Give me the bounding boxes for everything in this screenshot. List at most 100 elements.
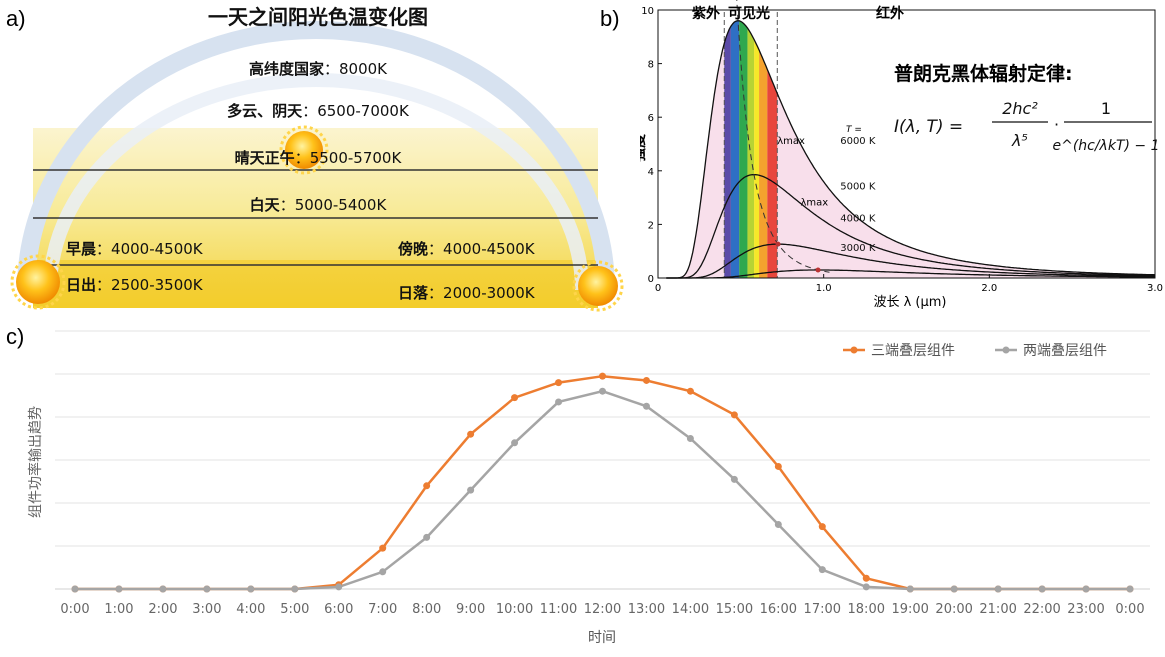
data-point (291, 585, 299, 593)
data-point (467, 486, 475, 494)
data-point (818, 523, 826, 531)
formula-denominator-2: e^(hc/λkT) − 1 (1052, 138, 1159, 154)
x-tick-label: 22:00 (1023, 602, 1060, 617)
data-point (511, 439, 519, 447)
data-point (71, 585, 79, 593)
x-tick-label: 6:00 (324, 602, 353, 617)
y-tick-label: 4 (648, 167, 654, 178)
data-point (247, 585, 255, 593)
x-tick-label: 11:00 (540, 602, 577, 617)
curve-label-3000k: 3000 K (840, 243, 876, 254)
data-point (862, 583, 870, 591)
x-tick-label: 3.0 (1147, 283, 1163, 294)
spectrum-band (759, 20, 768, 278)
y-tick-label: 6 (648, 113, 654, 124)
y-tick-label: 2 (648, 220, 654, 231)
sun-icon (279, 125, 329, 175)
x-tick-label: 8:00 (412, 602, 441, 617)
curve-label-4000k: 4000 K (840, 214, 876, 225)
data-point (642, 402, 650, 410)
uv-region-label: 紫外 (692, 5, 720, 22)
legend-label: 三端叠层组件 (871, 343, 955, 359)
x-tick-label: 5:00 (280, 602, 309, 617)
inner-arc (43, 73, 589, 291)
x-tick-label: 2:00 (148, 602, 177, 617)
legend-label: 两端叠层组件 (1023, 343, 1107, 359)
formula-numerator-2: 1 (1101, 99, 1111, 118)
formula-denominator: λ⁵ (1011, 131, 1028, 150)
sun-icon (572, 260, 624, 312)
data-point (950, 585, 958, 593)
data-point (1126, 585, 1134, 593)
x-tick-label: 7:00 (368, 602, 397, 617)
formula-lhs: I(λ, T) = (894, 117, 963, 137)
formula-numerator: 2hc² (1002, 99, 1038, 118)
curve-fill-6000k (666, 20, 1155, 278)
data-point (423, 482, 431, 490)
x-tick-label: 17:00 (804, 602, 841, 617)
x-tick-label: 15:00 (716, 602, 753, 617)
x-tick-label: 1:00 (104, 602, 133, 617)
series-line-1 (75, 389, 1130, 591)
row-high-latitude: 高纬度国家：8000K (249, 60, 388, 78)
data-point (686, 435, 694, 442)
data-point (379, 568, 387, 576)
data-point (862, 574, 870, 582)
data-point (467, 430, 475, 438)
peak-marker (775, 241, 781, 247)
curve-6000k (666, 20, 1156, 279)
x-tick-label: 13:00 (628, 602, 665, 617)
row-morning: 早晨：4000-4500K (66, 240, 204, 258)
legend-marker (1002, 346, 1010, 354)
diagram-title: 一天之间阳光色温变化图 (208, 5, 428, 29)
x-tick-label: 1.0 (816, 283, 832, 294)
curve-label-6000k: 6000 K (840, 136, 876, 147)
t-equals-label: T = (846, 125, 862, 135)
data-point (555, 379, 563, 387)
data-point (1038, 585, 1046, 593)
data-point (994, 585, 1002, 593)
row-noon: 晴天正午：5500-5700K (235, 149, 403, 167)
x-tick-label: 12:00 (584, 602, 621, 617)
x-tick-label: 2.0 (981, 283, 997, 294)
x-axis-title: 时间 (588, 630, 616, 646)
spectrum-band (754, 20, 760, 278)
data-point (115, 585, 123, 593)
y-tick-label: 10 (641, 6, 654, 17)
blackbody-svg: 6000 K 5000 K 4000 K 3000 K λmax λmax 0 2 4 6 8 10 0… (631, 0, 1163, 310)
y-tick-label: 8 (648, 60, 654, 71)
x-tick-label: 10:00 (496, 602, 533, 617)
data-point (379, 544, 387, 552)
plot-frame (657, 9, 1156, 279)
y-axis-title: 组件功率输出趋势 (27, 406, 44, 518)
data-point (730, 411, 738, 419)
curve-3000k (666, 269, 1155, 279)
data-point (686, 387, 694, 395)
x-tick-label: 23:00 (1067, 602, 1104, 617)
data-point (774, 521, 782, 528)
x-tick-label: 0 (655, 283, 661, 294)
x-tick-label: 16:00 (760, 602, 797, 617)
data-point (730, 475, 738, 483)
x-tick-label: 9:00 (456, 602, 485, 617)
row-cloudy: 多云、阴天：6500-7000K (227, 102, 410, 120)
planck-formula: I(λ, T) = 2hc² λ⁵ · 1 e^(hc/λkT) − 1 (894, 99, 1160, 154)
spectrum-band (724, 20, 731, 278)
y-tick-label: 0 (648, 274, 654, 285)
sun-icon (10, 254, 66, 310)
x-tick-label: 18:00 (848, 602, 885, 617)
row-daytime: 白天：5000-5400K (250, 196, 388, 214)
data-point (335, 583, 343, 591)
outer-arc (17, 21, 615, 291)
spectrum-band (730, 20, 740, 278)
row-sunrise: 日出：2500-3500K (66, 276, 204, 294)
power-output-chart: 0:00 1:00 2:00 3:00 4:00 5:00 6:00 7:00 8:00 9:00… (0, 322, 1165, 653)
spectrum-band (747, 20, 755, 278)
data-point (642, 376, 650, 384)
data-point (159, 585, 167, 593)
ir-region-label: 红外 (876, 5, 904, 22)
x-axis-title: 波长 λ (μm) (873, 295, 946, 310)
x-tick-label: 3:00 (192, 602, 221, 617)
data-point (599, 372, 606, 380)
y-axis-title: 强度 (640, 133, 648, 162)
